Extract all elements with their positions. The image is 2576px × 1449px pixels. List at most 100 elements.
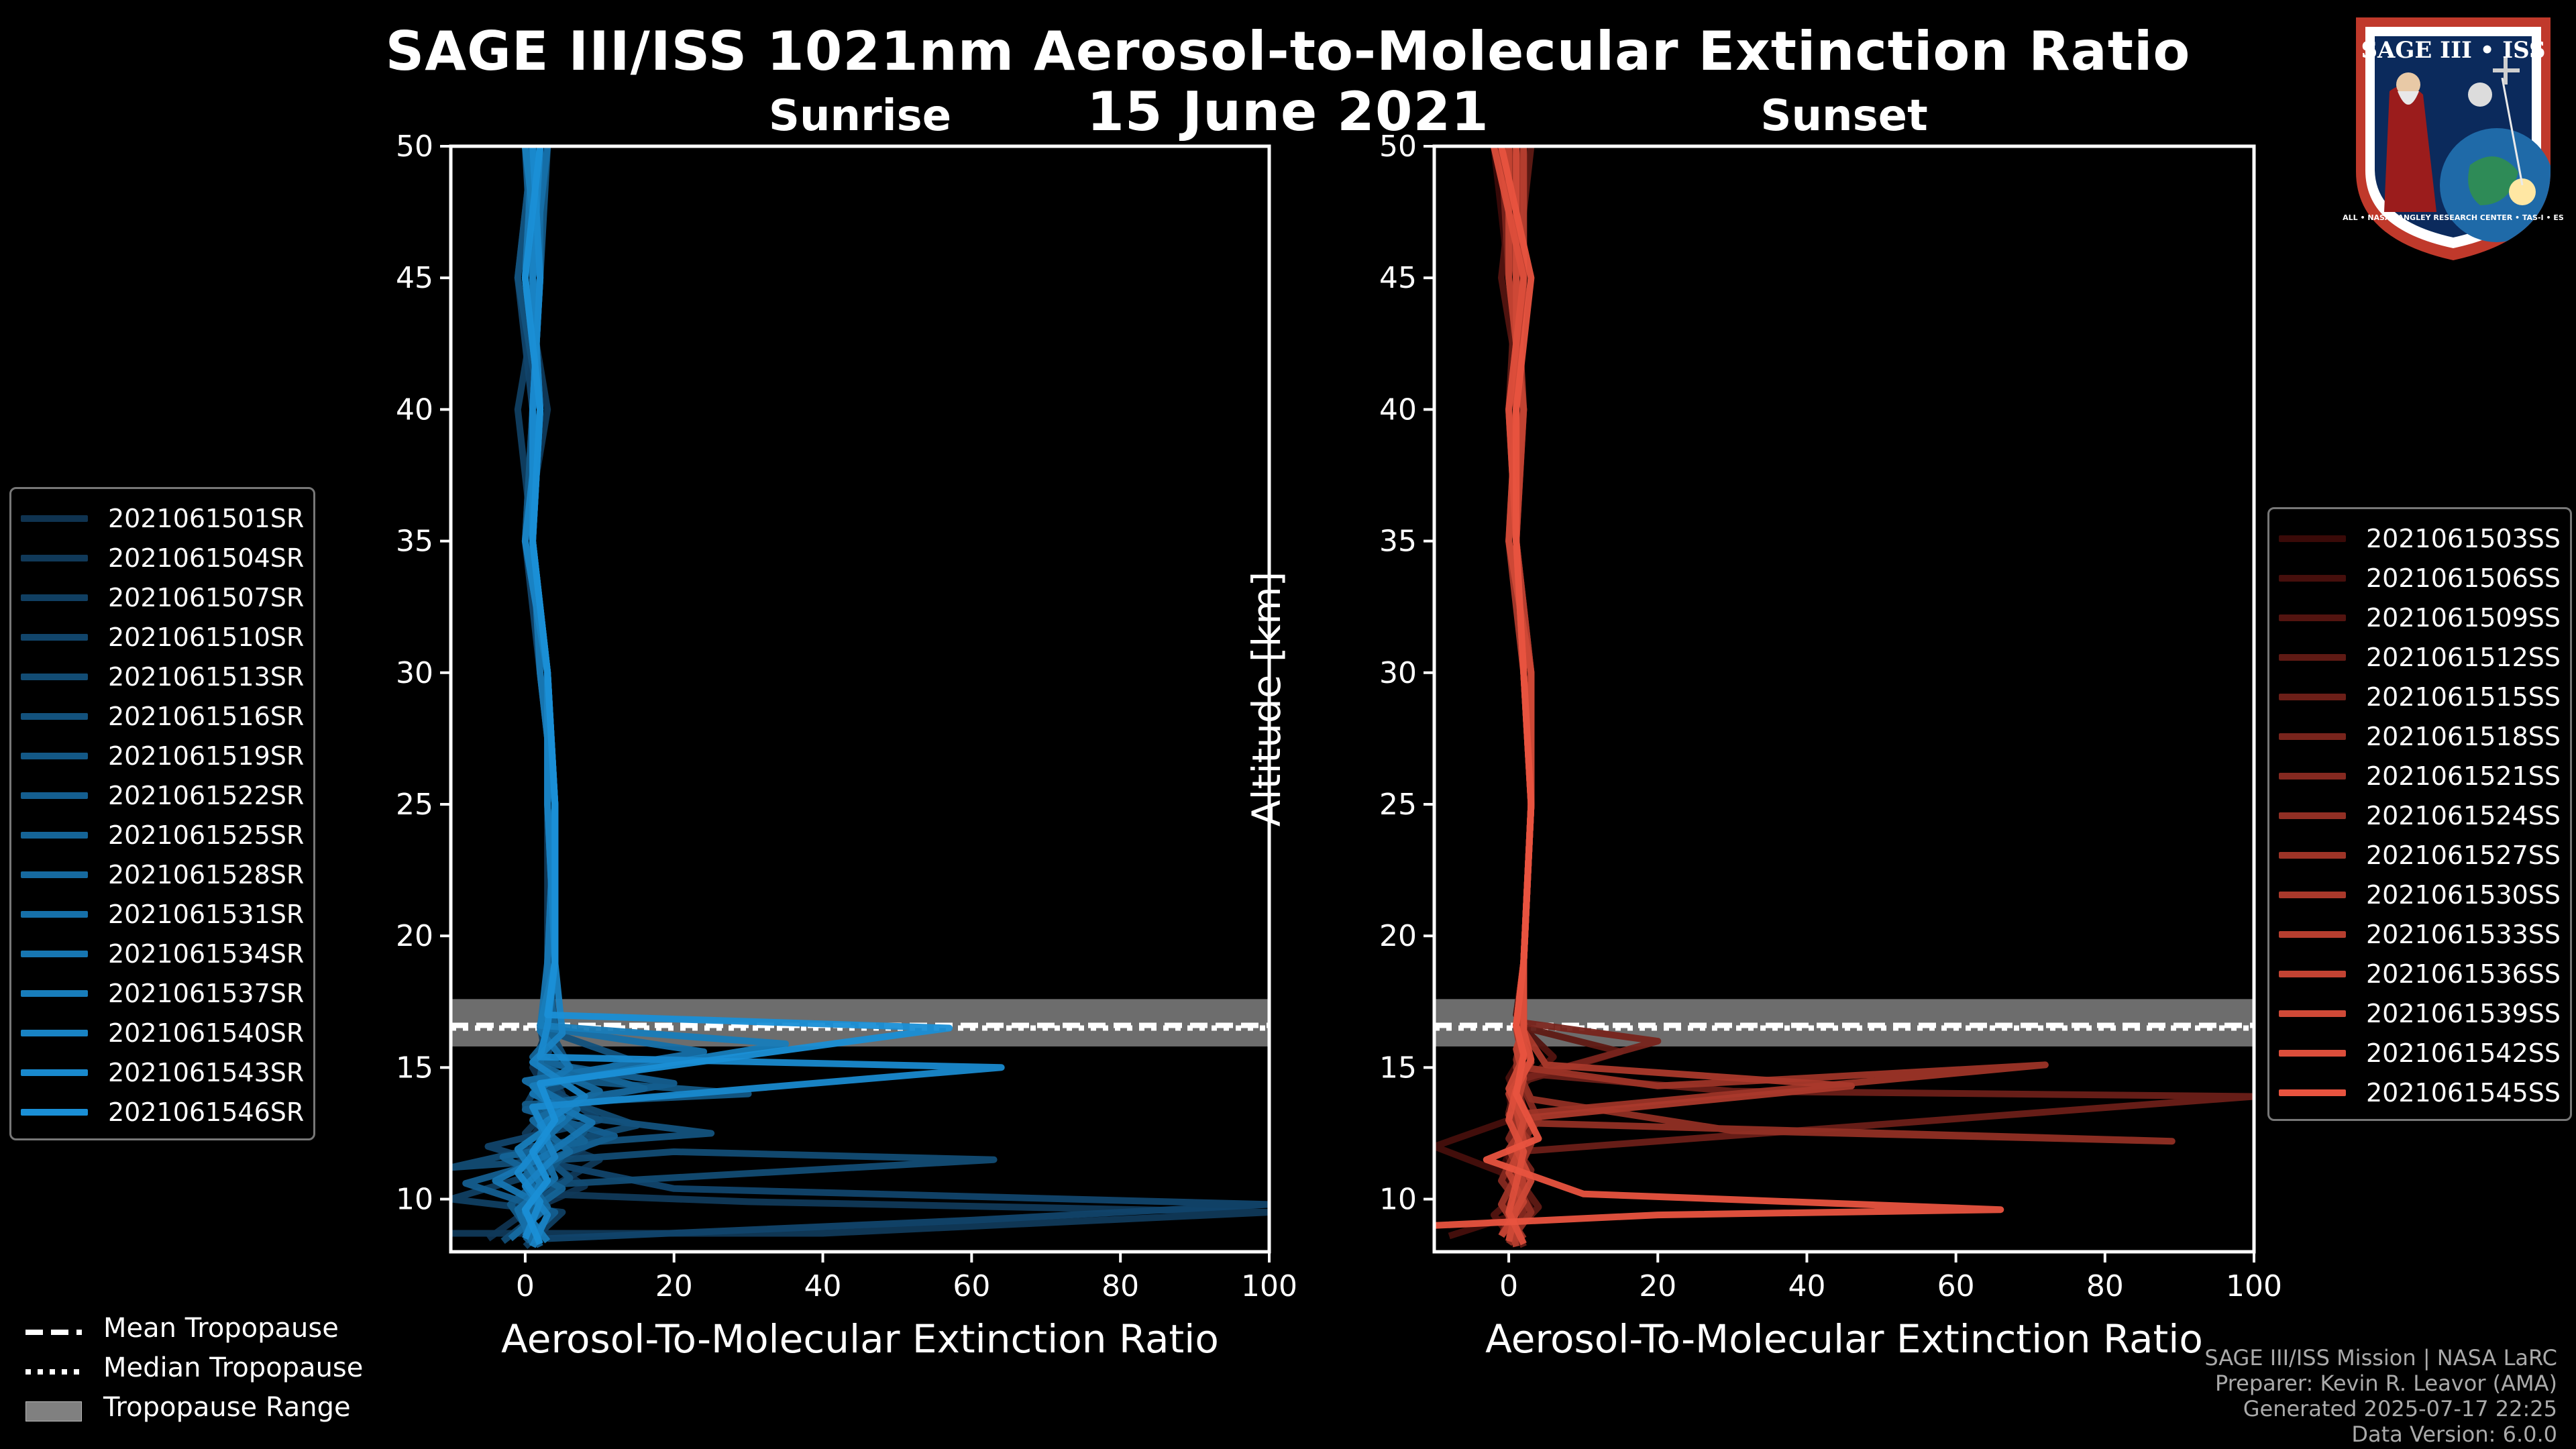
legend-swatch bbox=[2279, 733, 2346, 740]
legend-label: 2021061510SR bbox=[108, 622, 305, 652]
x-tick-label: 0 bbox=[1499, 1269, 1518, 1303]
legend-swatch bbox=[21, 515, 88, 522]
legend-swatch bbox=[21, 871, 88, 878]
x-tick-label: 80 bbox=[1102, 1269, 1139, 1303]
legend-entry: 2021061519SR bbox=[21, 736, 304, 775]
legend-entry: 2021061534SR bbox=[21, 934, 304, 973]
legend-swatch bbox=[2279, 574, 2346, 582]
legend-entry: 2021061513SR bbox=[21, 657, 304, 696]
plot-frame bbox=[449, 144, 1271, 1254]
legend-entry: 2021061510SR bbox=[21, 617, 304, 657]
legend-label: 2021061537SR bbox=[108, 978, 305, 1008]
legend-entry: 2021061545SS bbox=[2279, 1073, 2561, 1112]
legend-label: 2021061536SS bbox=[2366, 959, 2561, 989]
y-tick-label: 40 bbox=[396, 392, 433, 427]
x-tick-label: 100 bbox=[1241, 1269, 1297, 1303]
x-axis-label: Aerosol-To-Molecular Extinction Ratio bbox=[501, 1316, 1219, 1362]
legend-label: 2021061542SS bbox=[2366, 1038, 2561, 1068]
legend-swatch bbox=[2279, 653, 2346, 661]
legend-swatch bbox=[2279, 851, 2346, 859]
legend-entry: 2021061504SR bbox=[21, 538, 304, 578]
legend-label: 2021061522SR bbox=[108, 780, 305, 810]
credits-preparer: Preparer: Kevin R. Leavor (AMA) bbox=[2214, 1371, 2557, 1396]
legend-entry: 2021061521SS bbox=[2279, 756, 2561, 796]
series-line-2021061543SR bbox=[514, 146, 1005, 1240]
legend-entry: 2021061509SS bbox=[2279, 598, 2561, 637]
legend-entry: 2021061522SR bbox=[21, 775, 304, 815]
y-tick-label: 35 bbox=[1379, 525, 1417, 559]
legend-label: 2021061513SR bbox=[108, 661, 305, 692]
legend-entry: 2021061506SS bbox=[2279, 558, 2561, 598]
legend-label: 2021061516SR bbox=[108, 701, 305, 731]
median-tropopause-entry: Median Tropopause bbox=[25, 1348, 363, 1387]
legend-entry: 2021061531SR bbox=[21, 894, 304, 934]
legend-swatch bbox=[21, 633, 88, 641]
x-tick-label: 60 bbox=[1937, 1269, 1975, 1303]
sunrise-legend: 2021061501SR 2021061504SR 2021061507SR 2021… bbox=[9, 487, 316, 1140]
legend-swatch bbox=[2279, 1049, 2346, 1057]
x-tick-label: 40 bbox=[1788, 1269, 1825, 1303]
legend-label: 2021061530SS bbox=[2366, 879, 2561, 910]
mean-tropopause-label: Mean Tropopause bbox=[103, 1312, 339, 1344]
legend-entry: 2021061503SS bbox=[2279, 519, 2561, 558]
logo-ring-text: BALL • NASA LANGLEY RESEARCH CENTER • TA… bbox=[2343, 213, 2564, 222]
x-tick-label: 0 bbox=[516, 1269, 535, 1303]
legend-swatch bbox=[21, 673, 88, 680]
legend-swatch bbox=[2279, 930, 2346, 938]
legend-swatch bbox=[21, 792, 88, 799]
series-group bbox=[451, 146, 1269, 1249]
sage-iss-mission-logo: SAGE III • ISS BALL • NASA LANGLEY RESEA… bbox=[2343, 17, 2564, 260]
legend-label: 2021061543SR bbox=[108, 1057, 305, 1087]
legend-entry: 2021061527SS bbox=[2279, 835, 2561, 875]
legend-swatch bbox=[2279, 614, 2346, 621]
legend-swatch bbox=[2279, 891, 2346, 898]
logo-title-text: SAGE III • ISS bbox=[2361, 37, 2545, 64]
legend-swatch bbox=[2279, 772, 2346, 780]
legend-swatch bbox=[2279, 1010, 2346, 1017]
legend-label: 2021061501SR bbox=[108, 503, 305, 533]
legend-swatch bbox=[21, 752, 88, 759]
legend-label: 2021061539SS bbox=[2366, 998, 2561, 1028]
legend-swatch bbox=[21, 910, 88, 918]
y-tick-label: 35 bbox=[396, 525, 433, 559]
legend-swatch bbox=[2279, 693, 2346, 700]
legend-entry: 2021061528SR bbox=[21, 855, 304, 894]
x-tick-label: 20 bbox=[1639, 1269, 1676, 1303]
legend-label: 2021061519SR bbox=[108, 741, 305, 771]
legend-entry: 2021061542SS bbox=[2279, 1033, 2561, 1073]
legend-entry: 2021061515SS bbox=[2279, 677, 2561, 716]
sunrise-panel-title: Sunrise bbox=[768, 91, 952, 141]
legend-entry: 2021061507SR bbox=[21, 578, 304, 617]
x-tick-label: 80 bbox=[2086, 1269, 2124, 1303]
legend-label: 2021061503SS bbox=[2366, 523, 2561, 553]
y-tick-label: 15 bbox=[1379, 1051, 1417, 1085]
y-tick-label: 45 bbox=[396, 261, 433, 295]
legend-swatch bbox=[21, 831, 88, 839]
legend-swatch bbox=[21, 712, 88, 720]
x-tick-label: 20 bbox=[655, 1269, 693, 1303]
legend-swatch bbox=[21, 1108, 88, 1116]
legend-swatch bbox=[21, 1029, 88, 1036]
plot-frame bbox=[1432, 144, 2256, 1254]
series-line-2021061546SR bbox=[521, 146, 953, 1246]
median-tropopause-label: Median Tropopause bbox=[103, 1352, 364, 1383]
x-tick-label: 100 bbox=[2226, 1269, 2282, 1303]
legend-entry: 2021061537SR bbox=[21, 973, 304, 1013]
y-tick-label: 10 bbox=[396, 1183, 433, 1217]
y-tick-label: 50 bbox=[1379, 129, 1417, 164]
y-tick-label: 10 bbox=[1379, 1183, 1417, 1217]
figure-title: SAGE III/ISS 1021nm Aerosol-to-Molecular… bbox=[385, 20, 2191, 83]
y-tick-label: 50 bbox=[396, 129, 433, 164]
tropopause-legend: Mean Tropopause Median Tropopause Tropop… bbox=[25, 1308, 363, 1427]
y-tick-label: 20 bbox=[1379, 919, 1417, 953]
legend-entry: 2021061546SR bbox=[21, 1092, 304, 1132]
series-group bbox=[1434, 146, 2254, 1248]
legend-entry: 2021061539SS bbox=[2279, 994, 2561, 1033]
figure-date: 15 June 2021 bbox=[1087, 80, 1489, 143]
legend-entry: 2021061540SR bbox=[21, 1013, 304, 1053]
sunrise-panel: 0 20 40 60 80 100 10 15 20 25 30 35 40 45 50 Aerosol-To… bbox=[260, 129, 1297, 1362]
legend-label: 2021061546SR bbox=[108, 1097, 305, 1127]
x-tick-label: 40 bbox=[804, 1269, 842, 1303]
y-tick-label: 30 bbox=[396, 656, 433, 690]
y-axis-label: Altitude [km] bbox=[1244, 572, 1289, 826]
